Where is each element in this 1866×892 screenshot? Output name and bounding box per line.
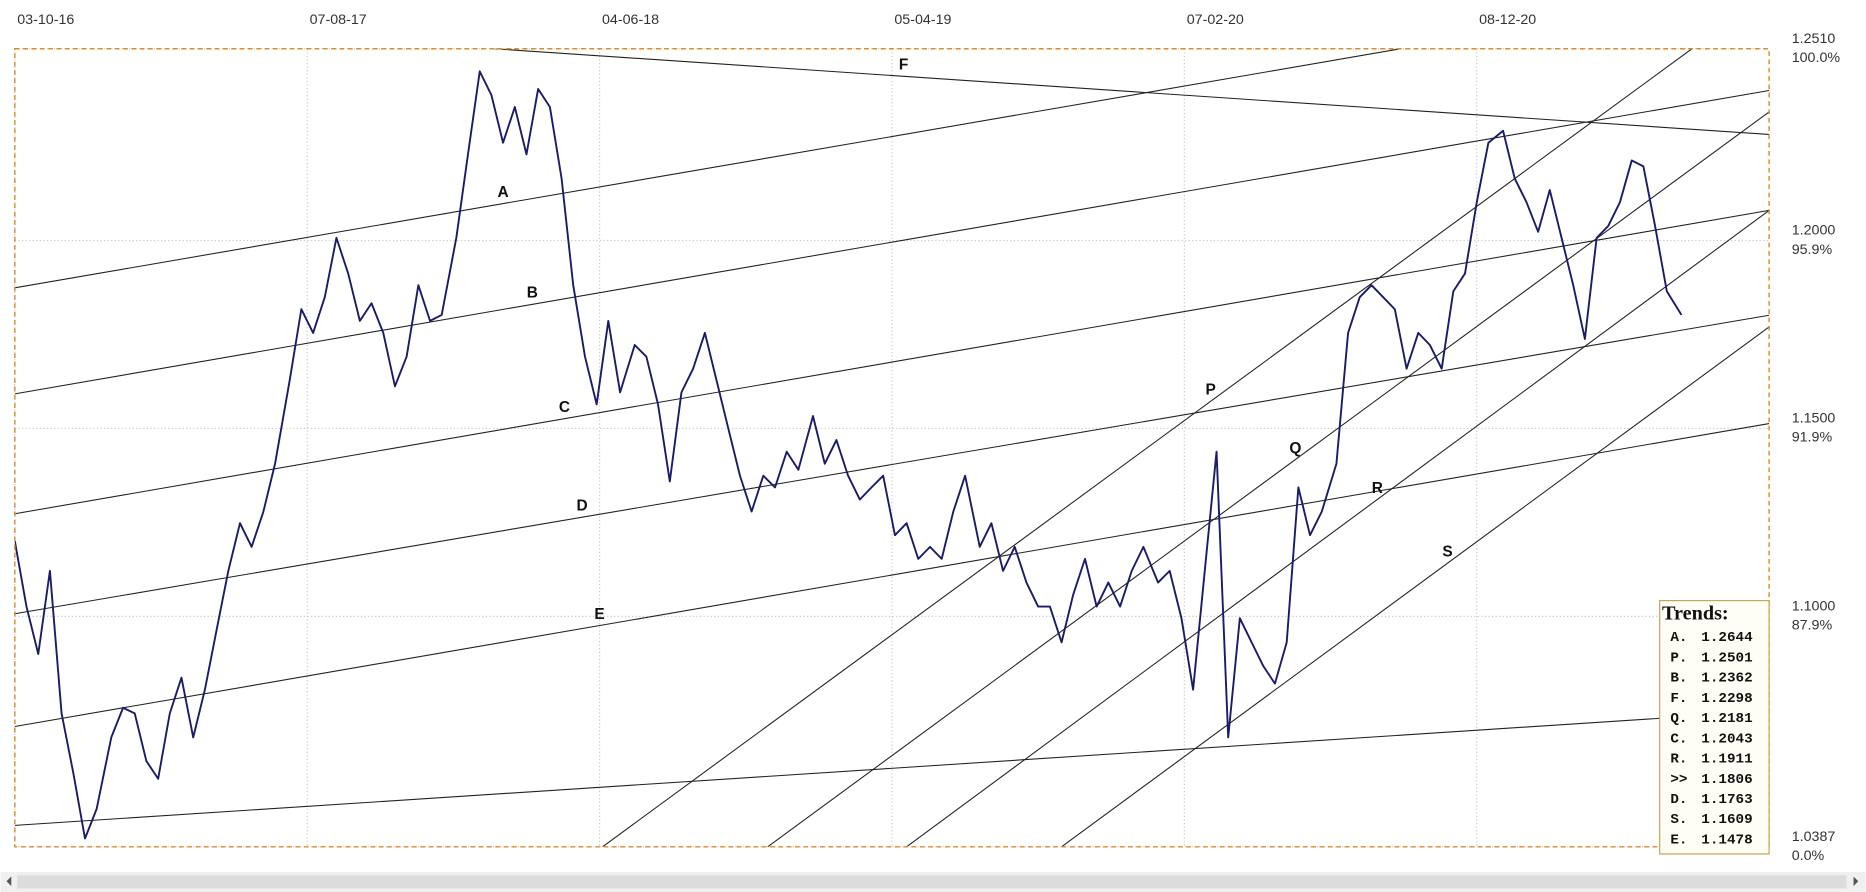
trend-label: R: [1372, 480, 1383, 497]
scroll-left[interactable]: [6, 876, 12, 887]
trend-label: F: [899, 57, 908, 74]
trend-line: [1061, 326, 1770, 847]
x-tick-label: 05-04-19: [894, 12, 951, 28]
price-layer: [14, 70, 1683, 840]
trend-label: P: [1206, 382, 1216, 399]
x-tick-label: 07-08-17: [310, 12, 367, 28]
trend-line: [14, 89, 1770, 395]
trend-item-name: P.: [1670, 650, 1687, 666]
trend-item-name: C.: [1670, 731, 1687, 747]
trend-item-value: 1.2181: [1701, 711, 1752, 727]
trend-item-name: E.: [1670, 832, 1687, 848]
trend-label: C: [559, 399, 570, 416]
scroll-thumb[interactable]: [17, 875, 1847, 889]
y-tick-label: 1.1500: [1792, 411, 1836, 427]
y-tick-percent: 91.9%: [1792, 430, 1833, 446]
trend-line: [14, 717, 1661, 826]
trend-item-value: 1.1478: [1701, 832, 1752, 848]
y-tick-percent: 87.9%: [1792, 618, 1833, 634]
y-tick-label: 1.1000: [1792, 599, 1836, 615]
price-line: [14, 70, 1683, 840]
trend-label: E: [594, 606, 604, 623]
trend-item-value: 1.1911: [1701, 752, 1752, 768]
trend-item-name: S.: [1670, 812, 1687, 828]
plot-frame: [14, 48, 1770, 848]
trend-line: [602, 48, 1693, 847]
trend-label: Q: [1289, 440, 1301, 457]
y-tick-percent: 95.9%: [1792, 242, 1833, 258]
trend-line: [14, 48, 1401, 289]
trend-line: [767, 111, 1770, 847]
label-layer: 03-10-16 07-08-17 04-06-18 05-04-19 07-02-20…: [17, 12, 1840, 864]
trend-item-value: 1.2644: [1701, 630, 1753, 646]
trend-item-value: 1.1806: [1701, 772, 1752, 788]
trend-label: A: [498, 184, 509, 201]
trend-item-name: >>: [1670, 772, 1687, 788]
trend-item-value: 1.1609: [1701, 812, 1752, 828]
trend-line: [14, 423, 1770, 728]
y-tick-label: 1.0387: [1792, 829, 1836, 845]
trend-line: [494, 48, 1770, 136]
y-tick-label: 1.2000: [1792, 223, 1836, 239]
trend-item-name: R.: [1670, 752, 1687, 768]
trend-item-name: F.: [1670, 691, 1687, 707]
trend-line: [14, 209, 1770, 515]
trends-list: A. 1.2644 P. 1.2501 B. 1.2362 F. 1.2298 Q. 1.2181…: [1670, 630, 1753, 848]
trend-item-value: 1.2298: [1701, 691, 1752, 707]
x-tick-label: 08-12-20: [1479, 12, 1536, 28]
trend-item-name: Q.: [1670, 711, 1687, 727]
trend-label: D: [576, 498, 587, 515]
trends-title: Trends:: [1662, 603, 1729, 625]
x-tick-label: 04-06-18: [602, 12, 659, 28]
y-tick-percent: 100.0%: [1792, 50, 1841, 66]
trend-item-name: A.: [1670, 630, 1687, 646]
x-tick-label: 07-02-20: [1187, 12, 1244, 28]
y-tick-label: 1.2510: [1792, 31, 1836, 47]
trend-item-name: D.: [1670, 792, 1687, 808]
trend-label: B: [527, 285, 538, 302]
trend-item-value: 1.2362: [1701, 671, 1752, 687]
scroll-right[interactable]: [1853, 876, 1859, 887]
trend-item-value: 1.1763: [1701, 792, 1752, 808]
trend-item-value: 1.2501: [1701, 650, 1752, 666]
trend-item-value: 1.2043: [1701, 731, 1752, 747]
trend-line: [906, 209, 1770, 847]
trendline-layer: [14, 48, 1770, 847]
y-tick-percent: 0.0%: [1792, 848, 1825, 864]
trend-line: [14, 314, 1770, 615]
x-tick-label: 03-10-16: [17, 12, 74, 28]
trend-label: S: [1442, 544, 1452, 561]
trend-item-name: B.: [1670, 671, 1687, 687]
trends-box: [1659, 600, 1770, 855]
